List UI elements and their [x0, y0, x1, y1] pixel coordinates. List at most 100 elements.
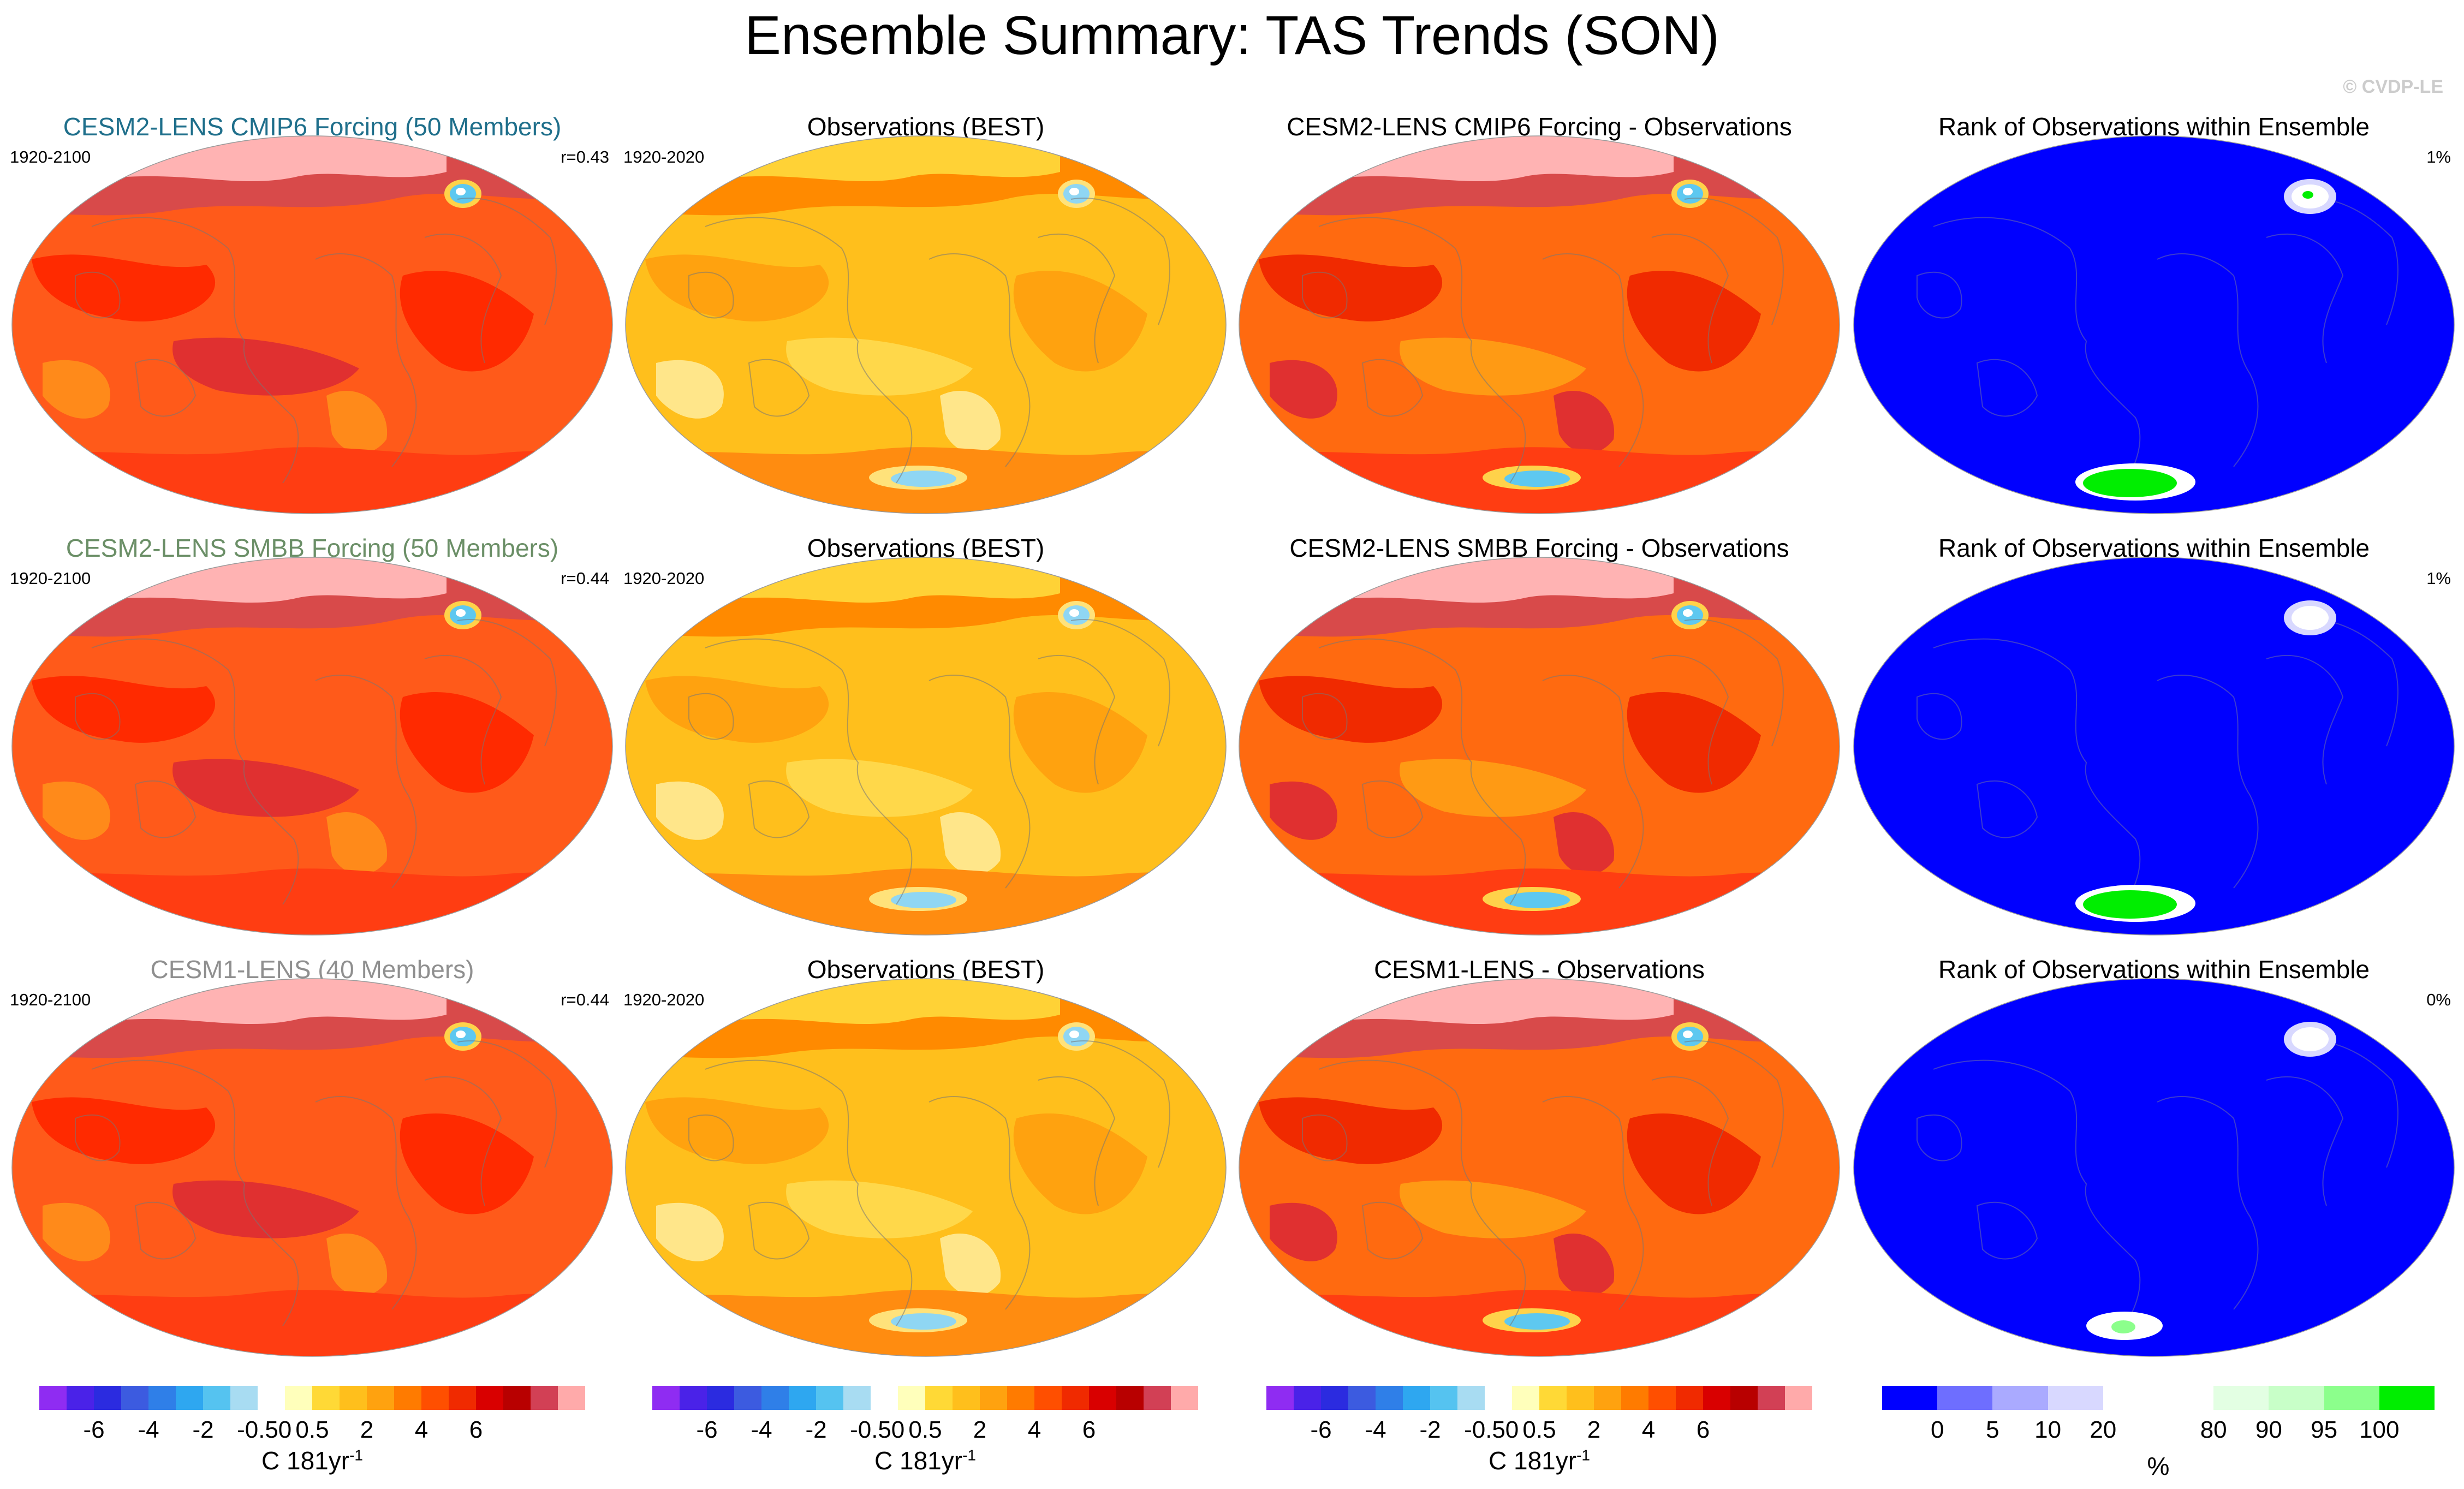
- colorbar-units: C 181yr-1: [261, 1446, 363, 1475]
- colorbar-cell: [1116, 1386, 1144, 1410]
- colorbar-cell: [1403, 1386, 1430, 1410]
- coastline-5: [134, 359, 197, 417]
- map-svg: [1239, 978, 1840, 1357]
- cold-spot-core: [1683, 609, 1693, 617]
- colorbar-cell: [476, 1386, 503, 1410]
- colorbar-cell: [1730, 1386, 1758, 1410]
- map-outline: [1239, 978, 1840, 1357]
- patch-e: [656, 781, 724, 840]
- coastline-6: [688, 1114, 734, 1162]
- coastline-2: [929, 1096, 1031, 1310]
- period-label: 1920-2020: [623, 147, 705, 166]
- map-svg: [625, 557, 1227, 936]
- colorbar-cell: [953, 1386, 980, 1410]
- colorbar-tick-label: 5: [1986, 1416, 1999, 1443]
- coastline-5: [134, 780, 197, 838]
- patch-e: [43, 360, 110, 419]
- colorbar-units: C 181yr-1: [1489, 1446, 1590, 1475]
- colorbar-cell: [531, 1386, 558, 1410]
- colorbar-cell: [898, 1386, 925, 1410]
- colorbar-cell: [1621, 1386, 1648, 1410]
- colorbar-cell: [558, 1386, 585, 1410]
- colorbar-cell: [1703, 1386, 1730, 1410]
- coastline-2: [1542, 675, 1644, 889]
- colorbar-tick-label: -4: [138, 1416, 159, 1443]
- coastline-3: [1038, 1076, 1116, 1206]
- colorbar-cell: [1512, 1386, 1539, 1410]
- coastline-1: [1318, 217, 1526, 484]
- colorbar-cell: [707, 1386, 734, 1410]
- colorbar-cell: [2103, 1386, 2159, 1410]
- coastline-2: [2157, 253, 2259, 467]
- patch-b: [1627, 692, 1761, 793]
- colorbar-cell: [2158, 1386, 2214, 1410]
- colorbar-cell: [503, 1386, 531, 1410]
- arctic-band: [1346, 136, 1674, 182]
- coastline-3: [424, 1076, 502, 1206]
- cold-spot-core: [1069, 609, 1079, 617]
- field-base: [1854, 136, 2454, 514]
- map-outline: [1239, 135, 1840, 514]
- coastline-3: [1651, 1076, 1729, 1206]
- coastline-6: [1917, 693, 1962, 740]
- patch-a: [1259, 254, 1443, 321]
- coastline-6: [688, 693, 734, 740]
- colorbar-tick-label: 2: [360, 1416, 374, 1443]
- coastline-4: [1684, 198, 1784, 325]
- units-text: C 181yr: [874, 1446, 963, 1475]
- map-field: [1854, 557, 2454, 935]
- colorbar-tick-label: 100: [2359, 1416, 2400, 1443]
- coastline-2: [929, 253, 1031, 467]
- map-ensemble-row-2: [10, 555, 615, 937]
- period-label: 1920-2020: [623, 569, 705, 588]
- colorbar-tick-label: -6: [1310, 1416, 1332, 1443]
- colorbar-cell: [2379, 1386, 2435, 1410]
- coastline-4: [1684, 1040, 1784, 1168]
- southern-band: [12, 1290, 612, 1356]
- arctic-band: [119, 136, 447, 182]
- coastline-3: [424, 233, 502, 364]
- rank-patch-south: [2111, 1320, 2135, 1333]
- colorbar-cell: [2048, 1386, 2103, 1410]
- map-obs-row-2: [623, 555, 1228, 937]
- colorbar-cell: [1882, 1386, 1938, 1410]
- colorbar-cell: [1992, 1386, 2048, 1410]
- map-ensemble-row-3: [10, 976, 615, 1359]
- colorbar-cell: [1457, 1386, 1485, 1410]
- colorbar-tick-label: 6: [1082, 1416, 1096, 1443]
- colorbar-tick-label: -4: [751, 1416, 772, 1443]
- map-rank-row-1: [1852, 134, 2456, 516]
- colorbar-cell: [312, 1386, 340, 1410]
- colorbar-tick-label: 6: [1696, 1416, 1710, 1443]
- colorbar-cell: [421, 1386, 449, 1410]
- colorbar-cell: [1034, 1386, 1062, 1410]
- patch-a: [645, 1097, 829, 1164]
- arctic-band: [733, 557, 1060, 603]
- arctic-band: [733, 979, 1060, 1025]
- southern-cold-spot: [891, 470, 956, 487]
- patch-e: [656, 1202, 724, 1261]
- coastline-4: [1070, 198, 1170, 325]
- rank-patch-southwest: [1895, 463, 1939, 472]
- patch-a: [645, 676, 829, 743]
- colorbar-ensemble: [39, 1386, 585, 1410]
- map-field: [1239, 979, 1840, 1356]
- map-svg: [1239, 557, 1840, 936]
- coastline-6: [1302, 693, 1348, 740]
- map-svg: [625, 978, 1227, 1357]
- colorbar-tick-label: -0.5: [237, 1416, 278, 1443]
- patch-c: [786, 759, 973, 817]
- coastline-6: [75, 271, 121, 319]
- colorbar-cell: [680, 1386, 707, 1410]
- map-svg: [1853, 557, 2455, 936]
- coastline-3: [424, 654, 502, 785]
- colorbar-tick-label: 4: [1027, 1416, 1041, 1443]
- map-field: [1854, 136, 2454, 514]
- coastline-6: [1917, 1114, 1962, 1162]
- colorbar-tick-label: 0: [891, 1416, 905, 1443]
- rank-patch-southwest: [1895, 885, 1939, 894]
- map-outline: [11, 135, 613, 514]
- coastline-1: [91, 217, 299, 484]
- colorbar-tick-label: 4: [1641, 1416, 1656, 1443]
- colorbar-tick-label: 20: [2090, 1416, 2117, 1443]
